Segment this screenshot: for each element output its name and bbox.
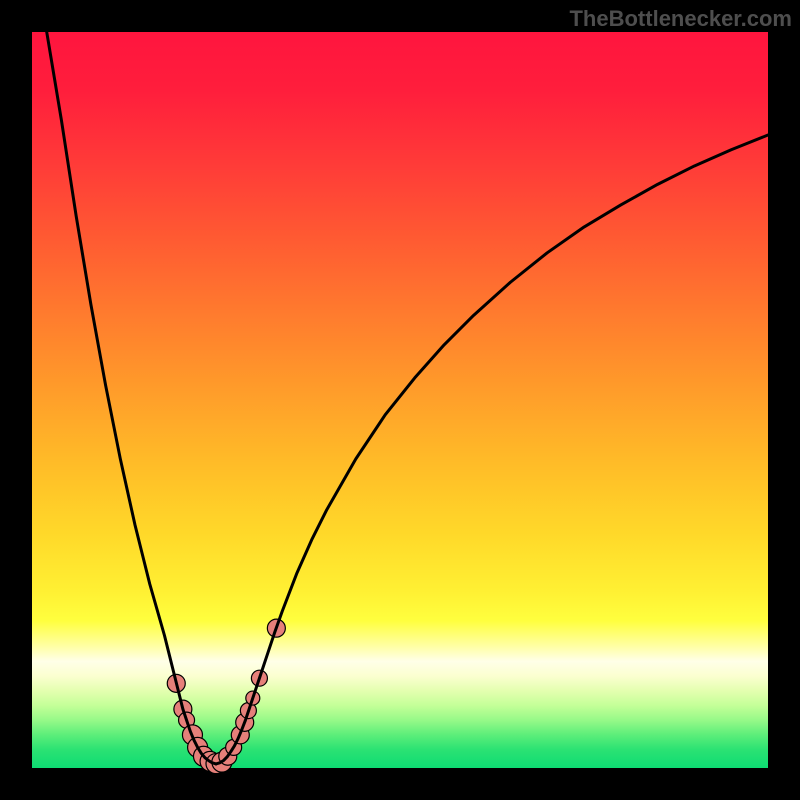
plot-area-gradient xyxy=(32,32,768,768)
watermark-text: TheBottlenecker.com xyxy=(569,6,792,32)
bottleneck-chart xyxy=(0,0,800,800)
chart-root: TheBottlenecker.com xyxy=(0,0,800,800)
